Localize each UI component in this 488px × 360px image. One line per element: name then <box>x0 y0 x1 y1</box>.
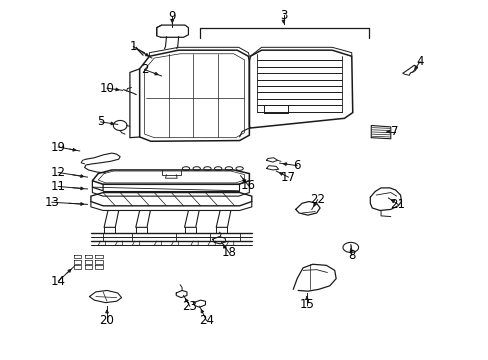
Text: 17: 17 <box>280 171 295 184</box>
Text: 4: 4 <box>415 55 423 68</box>
Text: 18: 18 <box>221 246 236 259</box>
Text: 5: 5 <box>97 116 104 129</box>
Text: 19: 19 <box>51 140 65 153</box>
Text: 15: 15 <box>299 298 314 311</box>
Text: 11: 11 <box>51 180 65 193</box>
Text: 14: 14 <box>51 275 65 288</box>
Text: 20: 20 <box>100 314 114 327</box>
Text: 6: 6 <box>293 159 300 172</box>
Text: 2: 2 <box>141 63 148 76</box>
Text: 10: 10 <box>100 82 114 95</box>
Text: 7: 7 <box>390 125 398 138</box>
Text: 9: 9 <box>168 10 176 23</box>
Text: 24: 24 <box>199 314 214 327</box>
Text: 13: 13 <box>44 196 59 209</box>
Text: 8: 8 <box>347 249 355 262</box>
Text: 22: 22 <box>309 193 325 206</box>
Text: 16: 16 <box>241 179 255 192</box>
Text: 3: 3 <box>279 9 286 22</box>
Text: 23: 23 <box>182 300 197 313</box>
Text: 21: 21 <box>390 198 405 211</box>
Text: 1: 1 <box>129 40 137 53</box>
Text: 12: 12 <box>51 166 65 179</box>
